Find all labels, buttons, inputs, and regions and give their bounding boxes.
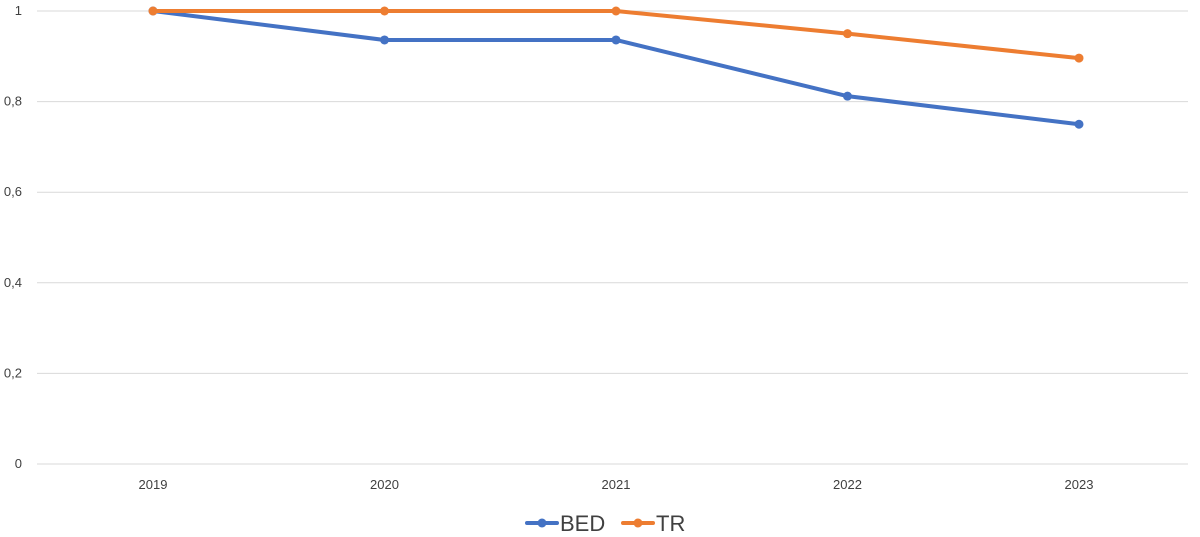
- gridlines: [37, 10, 1188, 465]
- legend-label: BED: [560, 511, 605, 536]
- legend-swatch-marker: [633, 518, 643, 528]
- legend-item-bed: BED: [525, 511, 605, 536]
- data-point-bed: [611, 35, 621, 45]
- series-line-tr: [151, 9, 1081, 61]
- data-point-bed: [380, 35, 389, 45]
- data-point-tr: [380, 6, 389, 16]
- y-tick-label: 0,6: [4, 184, 22, 199]
- legend-swatch-marker: [537, 518, 547, 528]
- data-point-tr: [843, 29, 852, 39]
- y-tick-label: 0,8: [4, 94, 22, 109]
- data-point-bed: [843, 91, 852, 101]
- legend-label: TR: [656, 511, 685, 536]
- series-lines: [148, 6, 1084, 129]
- data-point-tr: [611, 6, 621, 16]
- legend: BED TR: [525, 511, 685, 536]
- x-tick-label: 2020: [370, 477, 399, 492]
- legend-item-tr: TR: [621, 511, 685, 536]
- data-point-bed: [1074, 119, 1084, 129]
- data-point-tr: [1074, 53, 1084, 63]
- x-tick-label: 2021: [602, 477, 631, 492]
- x-tick-label: 2022: [833, 477, 862, 492]
- y-axis-ticks: 0 0,2 0,4 0,6 0,8 1: [4, 3, 22, 471]
- x-tick-label: 2023: [1065, 477, 1094, 492]
- series-line-bed: [151, 9, 1081, 127]
- y-tick-label: 0,4: [4, 275, 22, 290]
- y-tick-label: 1: [15, 3, 22, 18]
- x-tick-label: 2019: [139, 477, 168, 492]
- y-tick-label: 0: [15, 456, 22, 471]
- y-tick-label: 0,2: [4, 365, 22, 380]
- x-axis-ticks: 2019 2020 2021 2022 2023: [139, 477, 1094, 492]
- data-point-tr: [148, 6, 158, 16]
